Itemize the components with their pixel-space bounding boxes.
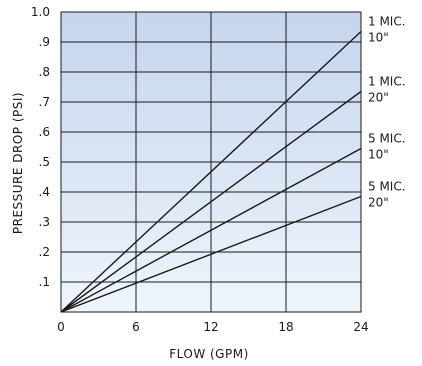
series-label-length: 10" [368,148,389,162]
x-tick-labels: 0 6 12 18 24 [57,320,368,334]
y-tick-label: .1 [39,275,50,289]
plot-frame [60,11,362,313]
x-tick-label: 18 [278,320,293,334]
series-line [60,147,362,313]
series-label-micron: 1 MIC. [368,15,406,29]
y-tick-label: .8 [39,65,50,79]
y-tick-label: 1.0 [31,5,50,19]
series-label-length: 20" [368,91,389,105]
series-label-length: 20" [368,196,389,210]
x-tick-label: 0 [57,320,65,334]
x-axis-label: FLOW (GPM) [169,347,249,361]
series-line [60,195,362,313]
series-lines [60,30,362,313]
y-tick-label: .3 [39,215,50,229]
y-tick-label: .7 [39,95,50,109]
x-tick-label: 24 [353,320,368,334]
series-label-micron: 5 MIC. [368,180,406,194]
y-tick-label: .6 [39,125,50,139]
series-line [60,30,362,313]
y-axis-label: PRESSURE DROP (PSI) [11,92,25,234]
x-tick-label: 12 [203,320,218,334]
y-tick-label: .4 [39,185,50,199]
series-label-micron: 5 MIC. [368,132,406,146]
series-label-length: 10" [368,31,389,45]
x-tick-label: 6 [132,320,140,334]
series-line [60,90,362,313]
y-tick-label: .2 [39,245,50,259]
y-tick-label: .5 [39,155,50,169]
series-label-micron: 1 MIC. [368,75,406,89]
y-tick-label: .9 [39,35,50,49]
series-labels: 1 MIC. 10" 1 MIC. 20" 5 MIC. 10" 5 MIC. 20" [368,15,406,210]
y-tick-labels: .1 .2 .3 .4 .5 .6 .7 .8 .9 1.0 [31,5,50,289]
